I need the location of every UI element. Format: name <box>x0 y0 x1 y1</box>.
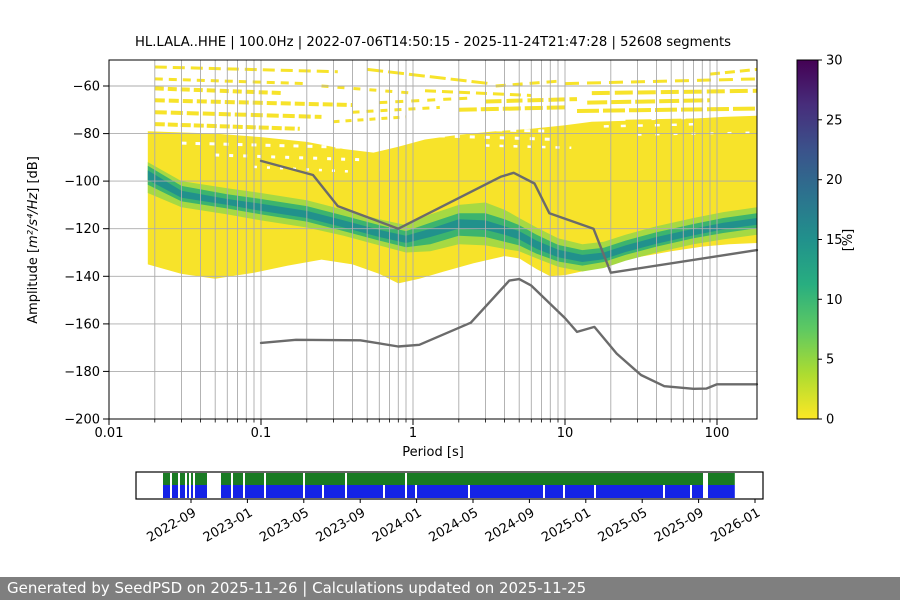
colorbar-label: [%] <box>841 229 856 252</box>
psd-outlier-streak <box>587 98 711 105</box>
y-tick-label: −80 <box>73 127 100 142</box>
colorbar-tick-label: 15 <box>826 233 843 248</box>
colorbar-tick-label: 20 <box>826 173 843 188</box>
x-tick-label: 0.1 <box>251 426 272 441</box>
psd-gap-streak <box>485 144 572 150</box>
psd-outlier-streak <box>333 115 407 124</box>
timeline-gap <box>178 473 180 498</box>
y-axis-label-prefix: Amplitude [ <box>26 248 41 324</box>
timeline-gap <box>690 485 692 498</box>
colorbar <box>796 59 819 420</box>
psd-outlier-streak <box>154 77 307 86</box>
y-tick-label: −200 <box>64 413 100 428</box>
psd-outlier-streak <box>458 105 566 112</box>
timeline-gap <box>185 473 187 498</box>
colorbar-tick-label: 30 <box>826 54 843 69</box>
psd-outlier-streak <box>424 89 532 97</box>
timeline-gap <box>193 473 195 498</box>
y-axis-label-units: m²/s⁴/Hz <box>26 192 41 248</box>
timeline-tick-label: 2024-05 <box>426 505 481 545</box>
timeline-gap <box>303 473 305 498</box>
timeline-gap <box>383 485 385 498</box>
psd-gap-streak <box>439 134 559 141</box>
footer-text: Generated by SeedPSD on 2025-11-26 | Cal… <box>7 579 587 597</box>
timeline-gap <box>170 473 172 498</box>
y-tick-label: −140 <box>64 270 100 285</box>
psd-outlier-streak <box>352 105 440 114</box>
colorbar-tick-label: 0 <box>826 413 834 428</box>
footer-bar: Generated by SeedPSD on 2025-11-26 | Cal… <box>0 577 900 600</box>
psd-outlier-streak <box>625 117 757 124</box>
timeline-coverage-top <box>163 473 735 485</box>
timeline-gap <box>563 485 565 498</box>
y-axis-label-suffix: ] [dB] <box>26 156 41 193</box>
timeline-gap <box>231 473 233 498</box>
psd-outlier-streak <box>379 96 474 105</box>
timeline-gap <box>594 485 596 498</box>
timeline-gap <box>415 485 417 498</box>
chart-title: HL.LALA..HHE | 100.0Hz | 2022-07-06T14:5… <box>135 35 731 50</box>
timeline-tick-label: 2026-01 <box>708 505 763 545</box>
psd-outlier-streak <box>367 67 490 86</box>
generated-chart-content: 0.01 0.1 1 10 100−60−80−100−120−140−160−180−… <box>64 54 842 546</box>
timeline-gap <box>405 473 407 498</box>
psd-gap-streak <box>637 131 757 136</box>
psd-gap-streak <box>398 126 551 133</box>
timeline-gap <box>543 485 545 498</box>
timeline-gap <box>345 473 347 498</box>
psd-outlier-streak <box>576 106 757 113</box>
x-tick-label: 10 <box>557 426 574 441</box>
psd-outlier-streak <box>495 79 559 88</box>
timeline-tick-label: 2024-01 <box>370 505 425 545</box>
timeline-gap <box>207 473 221 498</box>
x-axis-label: Period [s] <box>402 445 464 460</box>
timeline-gap <box>663 485 665 498</box>
psd-outlier-streak <box>564 77 757 86</box>
psd-density-layer-mid-density <box>147 165 757 266</box>
y-tick-label: −60 <box>73 80 100 95</box>
psd-outlier-streak <box>154 110 322 119</box>
x-tick-label: 100 <box>705 426 730 441</box>
low-noise-model-line <box>259 277 759 390</box>
y-tick-label: −120 <box>64 222 100 237</box>
timeline-gap <box>703 473 708 498</box>
psd-gap-streak <box>181 141 368 150</box>
timeline-gap <box>264 473 266 498</box>
timeline-gap <box>322 485 324 498</box>
y-axis-label: Amplitude [m²/s⁴/Hz] [dB] <box>26 156 41 324</box>
high-noise-model-line <box>259 159 759 274</box>
colorbar-tick-label: 10 <box>826 293 843 308</box>
timeline-gap <box>468 485 470 498</box>
timeline-tick-label: 2023-05 <box>257 505 312 545</box>
colorbar-tick-label: 5 <box>826 353 834 368</box>
x-tick-label: 0.01 <box>95 426 124 441</box>
timeline-tick-label: 2025-05 <box>596 505 651 545</box>
y-tick-label: −160 <box>64 317 100 332</box>
timeline-tick-label: 2024-09 <box>483 505 538 545</box>
timeline-tick-label: 2025-01 <box>539 505 594 545</box>
timeline-gap <box>189 473 191 498</box>
ppsd-histogram <box>147 65 757 284</box>
y-tick-label: −100 <box>64 175 100 190</box>
x-tick-label: 1 <box>409 426 417 441</box>
timeline-coverage-bottom <box>163 485 735 498</box>
psd-gap-streak <box>215 153 361 162</box>
psd-outlier-streak <box>591 88 757 96</box>
timeline-tick-label: 2025-09 <box>652 505 707 545</box>
psd-outlier-streak <box>709 67 757 76</box>
timeline-tick-label: 2023-01 <box>201 505 256 545</box>
plot-border <box>108 59 758 420</box>
timeline-tick-label: 2022-09 <box>144 505 199 545</box>
psd-outlier-streak <box>154 86 284 96</box>
timeline-gap <box>243 473 245 498</box>
y-tick-label: −180 <box>64 365 100 380</box>
timeline-tick-label: 2023-09 <box>314 505 369 545</box>
colorbar-tick-label: 25 <box>826 113 843 128</box>
